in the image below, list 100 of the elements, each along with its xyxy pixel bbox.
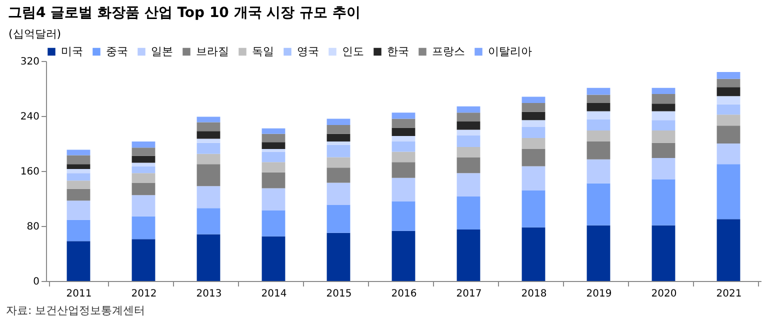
bar — [262, 149, 286, 152]
legend-label: 한국 — [387, 44, 409, 58]
bar — [586, 111, 610, 120]
legend-label: 독일 — [252, 44, 274, 58]
bar — [132, 195, 156, 216]
bar — [652, 104, 676, 112]
bar — [652, 111, 676, 120]
bar — [716, 104, 740, 115]
bar — [392, 141, 416, 152]
bar — [262, 162, 286, 172]
bar — [456, 146, 480, 158]
y-axis-title: (십억달러) — [8, 28, 62, 40]
x-tick-label: 2017 — [456, 288, 482, 300]
x-tick-label: 2019 — [586, 288, 612, 300]
bar — [66, 164, 90, 169]
bar — [66, 150, 90, 156]
bar — [456, 106, 480, 113]
bar — [66, 241, 90, 281]
bar — [456, 112, 480, 122]
bar — [586, 141, 610, 160]
bar — [522, 96, 546, 103]
bar — [456, 122, 480, 130]
bar — [196, 116, 220, 122]
bar — [652, 130, 676, 143]
bar — [716, 164, 740, 220]
bar — [326, 168, 350, 183]
bar — [522, 112, 546, 120]
y-tick-label: 160 — [20, 166, 40, 178]
bar — [196, 154, 220, 164]
bar — [522, 138, 546, 149]
bar — [326, 124, 350, 134]
bar — [326, 157, 350, 168]
bar — [262, 134, 286, 142]
bar — [716, 126, 740, 144]
legend-label: 프랑스 — [432, 44, 465, 58]
bar — [456, 130, 480, 136]
bar — [652, 94, 676, 104]
bar — [522, 120, 546, 127]
legend-label: 영국 — [297, 44, 319, 58]
bar — [586, 88, 610, 95]
bar — [652, 225, 676, 281]
bar — [196, 164, 220, 186]
bar — [652, 142, 676, 158]
bar — [716, 219, 740, 281]
chart-title: 그림4 글로벌 화장품 산업 Top 10 개국 시장 규모 추이 — [8, 5, 360, 21]
bar — [586, 119, 610, 130]
bar — [132, 239, 156, 281]
bar — [326, 144, 350, 158]
bar — [522, 102, 546, 112]
x-tick-label: 2018 — [521, 288, 547, 300]
bar — [652, 120, 676, 130]
bar — [392, 136, 416, 142]
bar — [586, 102, 610, 112]
x-tick-label: 2016 — [391, 288, 417, 300]
bar — [522, 149, 546, 166]
bar — [66, 168, 90, 174]
bar — [196, 208, 220, 234]
bar — [262, 236, 286, 281]
bar — [716, 144, 740, 164]
legend-label: 인도 — [342, 44, 364, 58]
x-tick-label: 2020 — [651, 288, 677, 300]
text: 자료: 보건산업정보통계센터 — [5, 303, 146, 319]
bar — [132, 166, 156, 174]
legend-label: 일본 — [151, 44, 173, 58]
bar — [522, 190, 546, 228]
bar — [392, 201, 416, 231]
bar — [716, 114, 740, 126]
bar — [456, 135, 480, 147]
bar — [326, 118, 350, 125]
bar — [392, 128, 416, 136]
bar — [456, 229, 480, 281]
bar — [132, 141, 156, 148]
y-tick-label: 320 — [20, 56, 40, 68]
bar — [132, 182, 156, 196]
x-tick-label: 2021 — [716, 288, 742, 300]
x-tick-label: 2012 — [131, 288, 157, 300]
bar — [392, 178, 416, 202]
bar — [586, 225, 610, 281]
bar — [196, 142, 220, 154]
x-tick-label: 2014 — [261, 288, 287, 300]
bar — [522, 227, 546, 281]
bar — [652, 158, 676, 180]
bar — [132, 156, 156, 163]
bar — [716, 96, 740, 104]
x-tick-label: 2015 — [326, 288, 352, 300]
bar — [522, 166, 546, 190]
bar — [456, 196, 480, 230]
bar — [392, 112, 416, 119]
bar — [716, 72, 740, 79]
bar — [586, 94, 610, 103]
y-tick-label: 0 — [33, 276, 40, 288]
bar — [456, 157, 480, 174]
bar — [66, 220, 90, 242]
bar — [132, 148, 156, 156]
bar — [66, 188, 90, 201]
bar — [66, 155, 90, 164]
legend-label: 브라질 — [196, 44, 229, 58]
bar — [262, 142, 286, 149]
legend-label: 중국 — [106, 44, 128, 58]
bar — [586, 183, 610, 226]
